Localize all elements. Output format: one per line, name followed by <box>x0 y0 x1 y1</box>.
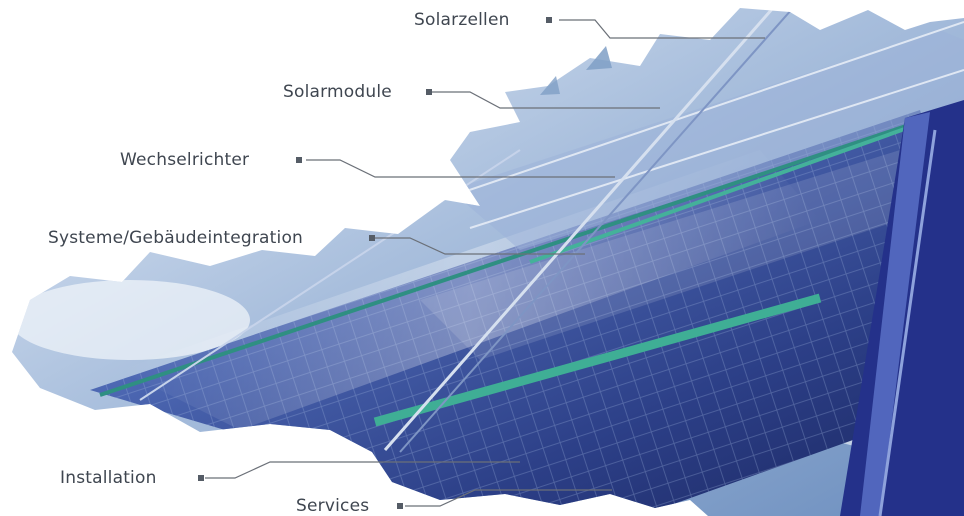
small-square-bullet-icon <box>296 157 302 163</box>
leader-line-services <box>405 489 612 507</box>
small-square-bullet-icon <box>198 475 204 481</box>
small-square-bullet-icon <box>546 17 552 23</box>
nav-item-wechselrichter[interactable]: Wechselrichter <box>120 150 250 170</box>
leader-lines <box>205 19 765 507</box>
nav-item-installation[interactable]: Installation <box>60 468 157 488</box>
leader-line-installation <box>205 461 520 479</box>
nav-item-systeme-gebaeudeintegration[interactable]: Systeme/Gebäudeintegration <box>48 228 304 248</box>
nav-item-services[interactable]: Services <box>296 496 370 516</box>
small-square-bullet-icon <box>397 503 403 509</box>
small-square-bullet-icon <box>369 235 375 241</box>
nav-item-solarzellen[interactable]: Solarzellen <box>414 10 510 30</box>
leader-line-solarzellen <box>559 19 765 39</box>
leader-line-systeme <box>375 237 585 255</box>
leader-line-wechselrichter <box>306 159 615 178</box>
leader-line-solarmodule <box>431 91 660 109</box>
small-square-bullet-icon <box>426 89 432 95</box>
nav-item-solarmodule[interactable]: Solarmodule <box>283 82 392 102</box>
marker-icons <box>198 17 552 509</box>
